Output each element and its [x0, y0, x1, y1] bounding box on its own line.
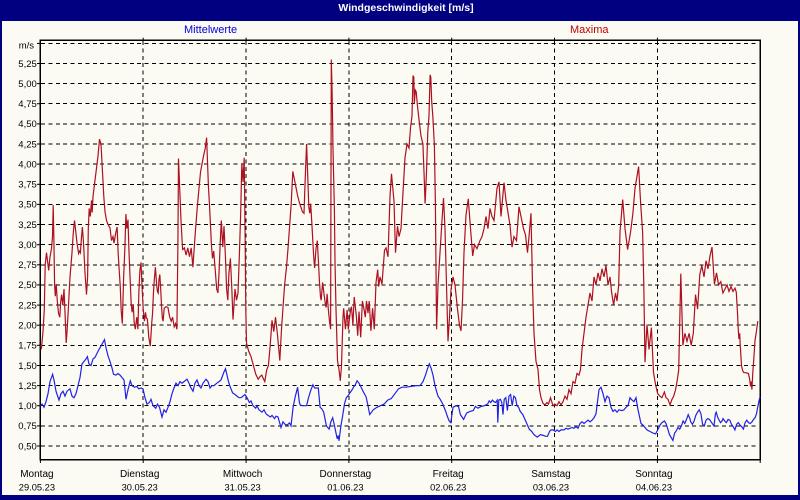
svg-text:3,75: 3,75: [18, 180, 37, 191]
svg-text:30.05.23: 30.05.23: [122, 483, 158, 493]
svg-text:3,50: 3,50: [18, 200, 37, 211]
svg-text:01.06.23: 01.06.23: [327, 483, 363, 493]
svg-text:1,50: 1,50: [18, 361, 37, 372]
svg-text:4,75: 4,75: [18, 99, 37, 110]
svg-text:m/s: m/s: [19, 41, 35, 52]
svg-text:Montag: Montag: [20, 469, 53, 480]
svg-text:5,25: 5,25: [18, 59, 37, 70]
svg-text:1,75: 1,75: [18, 341, 37, 352]
svg-text:2,25: 2,25: [18, 300, 37, 311]
svg-text:02.06.23: 02.06.23: [430, 483, 466, 493]
svg-text:Mittwoch: Mittwoch: [223, 469, 262, 480]
svg-text:Donnerstag: Donnerstag: [320, 469, 372, 480]
svg-text:Freitag: Freitag: [433, 469, 464, 480]
svg-text:03.06.23: 03.06.23: [533, 483, 569, 493]
svg-text:1,25: 1,25: [18, 381, 37, 392]
svg-text:4,50: 4,50: [18, 119, 37, 130]
svg-text:2,75: 2,75: [18, 260, 37, 271]
svg-text:31.05.23: 31.05.23: [224, 483, 260, 493]
svg-text:Sonntag: Sonntag: [635, 469, 672, 480]
svg-text:29.05.23: 29.05.23: [19, 483, 55, 493]
svg-text:1,00: 1,00: [18, 401, 37, 412]
svg-text:Dienstag: Dienstag: [120, 469, 159, 480]
svg-text:4,25: 4,25: [18, 139, 37, 150]
svg-text:04.06.23: 04.06.23: [636, 483, 672, 493]
svg-text:2,50: 2,50: [18, 280, 37, 291]
svg-text:4,00: 4,00: [18, 159, 37, 170]
svg-text:0,50: 0,50: [18, 441, 37, 452]
svg-text:5,00: 5,00: [18, 79, 37, 90]
svg-text:3,00: 3,00: [18, 240, 37, 251]
svg-text:2,00: 2,00: [18, 321, 37, 332]
svg-text:3,25: 3,25: [18, 220, 37, 231]
svg-text:Samstag: Samstag: [531, 469, 570, 480]
svg-text:0,75: 0,75: [18, 421, 37, 432]
